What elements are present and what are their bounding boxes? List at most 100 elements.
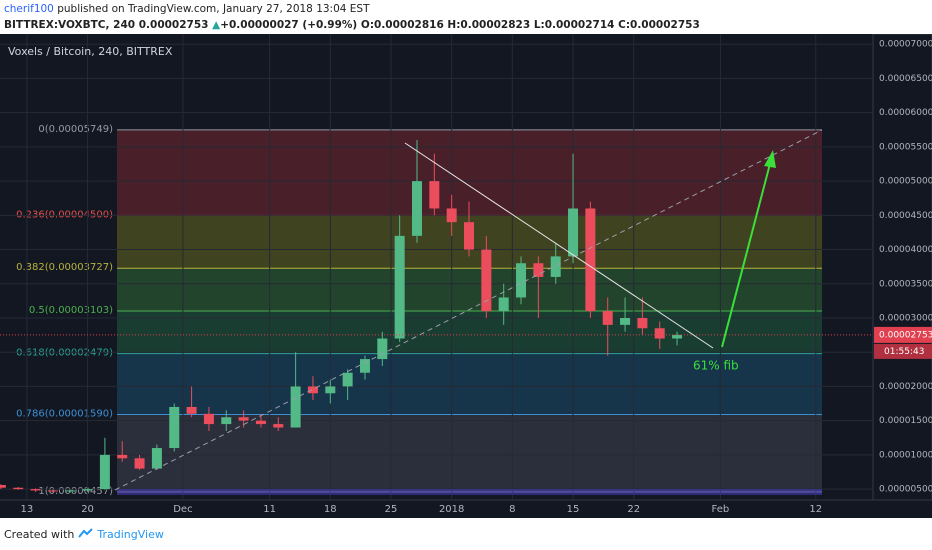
candle-body xyxy=(325,386,336,394)
candle-body xyxy=(498,297,509,312)
candle-body xyxy=(516,263,527,298)
annotation: 61% fib xyxy=(693,359,739,373)
candle-body xyxy=(377,338,388,360)
price: 0.00002753 xyxy=(138,19,209,31)
footer: Created with TradingView xyxy=(4,528,164,541)
candle-body xyxy=(273,424,284,428)
author[interactable]: cherif100 xyxy=(4,3,54,15)
y-tick-label: 0.00006000 xyxy=(879,108,932,118)
y-tick-label: 0.00007000 xyxy=(879,40,932,50)
fib-ext-band xyxy=(117,489,822,495)
arrow-shaft xyxy=(721,159,772,348)
candle-body xyxy=(533,263,544,277)
chart: 0(0.00005749)0.236(0.00004500)0.382(0.00… xyxy=(0,34,932,518)
candle-body xyxy=(654,328,665,339)
candle-body xyxy=(117,454,128,459)
arrow-head xyxy=(764,150,776,168)
x-tick-label: 13 xyxy=(21,504,34,515)
candle-body xyxy=(134,458,145,469)
y-tick-label: 0.00004500 xyxy=(879,211,932,221)
created: Created with xyxy=(4,528,75,541)
candle-body xyxy=(151,448,162,469)
fib-band xyxy=(117,268,822,311)
candle-body xyxy=(47,490,58,492)
candle-body xyxy=(82,489,93,491)
fib-label: 0.5(0.00003103) xyxy=(29,305,113,316)
open: O:0.00002816 xyxy=(360,19,444,31)
candle-body xyxy=(672,334,683,339)
candle-body xyxy=(429,181,440,209)
candle-body xyxy=(568,208,579,257)
candle-body xyxy=(464,222,475,250)
candle-body xyxy=(550,256,561,277)
candle-body xyxy=(186,406,197,414)
candle-body xyxy=(585,208,596,312)
candle-body xyxy=(394,235,405,339)
last-price-label: 0.00002753 xyxy=(879,330,932,340)
x-tick-label: 25 xyxy=(385,504,398,515)
fib-band xyxy=(117,414,822,493)
x-tick-label: 22 xyxy=(627,504,640,515)
publish-line: cherif100 published on TradingView.com, … xyxy=(4,3,370,15)
fib-band xyxy=(117,310,822,354)
y-tick-label: 0.00004000 xyxy=(879,245,932,255)
fib-band xyxy=(117,129,822,216)
x-tick-label: 18 xyxy=(324,504,337,515)
y-tick-label: 0.00000500 xyxy=(879,485,932,495)
y-tick-label: 0.00005000 xyxy=(879,177,932,187)
candle-body xyxy=(238,417,249,421)
candle-body xyxy=(342,372,353,387)
y-tick-label: 0.00003000 xyxy=(879,313,932,323)
x-tick-label: 8 xyxy=(509,504,515,515)
y-tick-label: 0.00003500 xyxy=(879,279,932,289)
candle-body xyxy=(446,208,457,223)
arrow: ▲ xyxy=(212,19,221,31)
y-tick-label: 0.00006500 xyxy=(879,74,932,84)
candle-body xyxy=(481,249,492,312)
countdown: 01:55:43 xyxy=(884,347,924,357)
fib-band xyxy=(117,353,822,415)
y-tick-label: 0.00002000 xyxy=(879,382,932,392)
candle-body xyxy=(65,490,76,492)
x-tick-label: 2018 xyxy=(439,504,464,515)
fib-label: 1(0.00000457) xyxy=(38,486,113,497)
candle-body xyxy=(30,489,41,491)
high: H:0.00002823 xyxy=(447,19,531,31)
x-tick-label: 20 xyxy=(81,504,94,515)
last-price-box xyxy=(874,326,932,343)
x-tick-label: 11 xyxy=(263,504,276,515)
candle-body xyxy=(169,406,180,449)
y-tick-label: 0.00001000 xyxy=(879,450,932,460)
x-tick-label: Feb xyxy=(712,504,730,515)
trendline xyxy=(404,142,714,349)
candle-body xyxy=(290,386,301,428)
candle-body xyxy=(13,487,24,490)
x-tick-label: 12 xyxy=(809,504,822,515)
candle-body xyxy=(221,417,232,425)
candle-body xyxy=(620,317,631,325)
candle-body xyxy=(411,181,422,236)
logo xyxy=(78,528,93,538)
x-tick-label: 15 xyxy=(567,504,580,515)
candle-body xyxy=(0,484,6,488)
y-tick-label: 0.00005500 xyxy=(879,142,932,152)
symbol-line: BITTREX:VOXBTC, 240 0.00002753 ▲+0.00000… xyxy=(4,19,700,31)
close: C:0.00002753 xyxy=(618,19,700,31)
candle-body xyxy=(602,311,613,325)
candle-body xyxy=(203,413,214,425)
price-axis xyxy=(872,34,932,501)
countdown-box xyxy=(874,343,932,359)
x-tick-label: Dec xyxy=(173,504,192,515)
candle-body xyxy=(359,359,370,373)
candle-body xyxy=(255,420,266,425)
brand[interactable]: TradingView xyxy=(97,528,164,541)
change: +0.00000027 (+0.99%) xyxy=(220,19,358,31)
chart-bg xyxy=(0,34,932,518)
fib-label: 0.618(0.00002479) xyxy=(16,348,113,359)
candle-body xyxy=(307,386,318,394)
y-tick-label: 0.00001500 xyxy=(879,416,932,426)
fib-label: 0.382(0.00003727) xyxy=(16,262,113,273)
low: L:0.00002714 xyxy=(533,19,615,31)
dashed-trend xyxy=(114,129,823,491)
